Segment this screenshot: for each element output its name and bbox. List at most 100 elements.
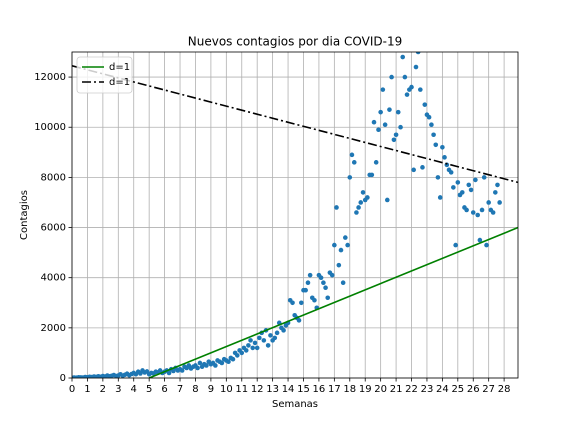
point [490,210,496,215]
x-tick-label: 16 [313,384,326,395]
point [497,200,502,205]
point [281,328,286,333]
point [239,350,245,356]
point [265,343,271,348]
point [470,210,476,215]
x-tick-label: 1 [84,384,90,395]
point [484,242,489,248]
x-tick-label: 19 [359,384,372,395]
point [296,318,302,323]
x-tick-label: 21 [390,384,403,395]
x-tick-label: 12 [251,384,264,395]
point [252,340,258,346]
point [466,182,472,188]
x-tick-label: 11 [235,384,248,395]
point [468,187,474,193]
x-tick-label: 17 [328,384,341,395]
point [393,132,399,138]
point [345,242,350,248]
x-tick-label: 3 [115,384,121,395]
point [380,87,386,92]
y-tick-label: 6000 [41,223,66,234]
x-tick-label: 8 [192,384,198,395]
point [307,272,313,278]
point [332,242,337,248]
point [312,297,317,303]
x-tick-label: 27 [482,384,495,395]
chart-title: Nuevos contagios por dia COVID-19 [188,35,402,49]
point [347,175,353,180]
point [213,363,218,368]
point [440,144,445,150]
point [336,262,342,268]
point [274,330,280,336]
point [321,280,326,286]
point [429,122,434,128]
point [473,177,478,183]
point [389,74,394,80]
x-tick-label: 14 [282,384,295,395]
x-tick-label: 18 [343,384,356,395]
x-axis-label: Semanas [272,399,318,410]
point [415,52,421,55]
y-tick-label: 10000 [34,122,66,133]
point [373,160,379,165]
point [402,74,408,80]
x-tick-label: 26 [467,384,480,395]
point [420,165,425,170]
point [495,182,500,188]
x-tick-label: 25 [451,384,464,395]
x-tick-label: 2 [100,384,106,395]
point [400,54,406,60]
line [148,226,518,378]
point [371,119,377,125]
point [486,200,491,205]
point [481,175,487,180]
point [451,185,456,190]
point [254,345,260,351]
point [246,343,251,348]
point [234,353,240,358]
plot-frame [71,51,519,379]
point [303,287,308,293]
point [204,363,209,368]
x-tick-label: 5 [146,384,152,395]
point [356,205,361,210]
x-tick-label: 0 [69,384,75,395]
x-tick-label: 22 [405,384,418,395]
x-tick-label: 10 [220,384,233,395]
point [166,370,172,376]
point [343,235,348,240]
point [354,210,359,215]
point [325,295,331,301]
point [195,365,200,371]
x-tick-label: 7 [177,384,183,395]
legend-box [76,56,133,94]
point [398,124,403,130]
x-tick-label: 24 [436,384,449,395]
point [475,212,481,218]
line [72,65,518,184]
y-axis-label: Contagios [19,190,30,240]
point [437,195,443,200]
point [360,190,366,195]
point [358,200,364,205]
point [464,207,469,213]
x-tick-label: 28 [498,384,511,395]
y-tick-label: 4000 [41,273,66,284]
point [493,190,498,195]
x-tick-label: 4 [131,384,137,395]
point [431,132,436,138]
point [340,280,346,286]
point [243,348,249,353]
point [369,172,375,178]
point [299,300,304,306]
point [404,92,410,97]
point [272,335,278,341]
x-tick-label: 23 [421,384,434,395]
point [334,205,339,210]
point [378,109,383,115]
y-tick-label: 12000 [34,72,66,83]
point [261,338,267,343]
